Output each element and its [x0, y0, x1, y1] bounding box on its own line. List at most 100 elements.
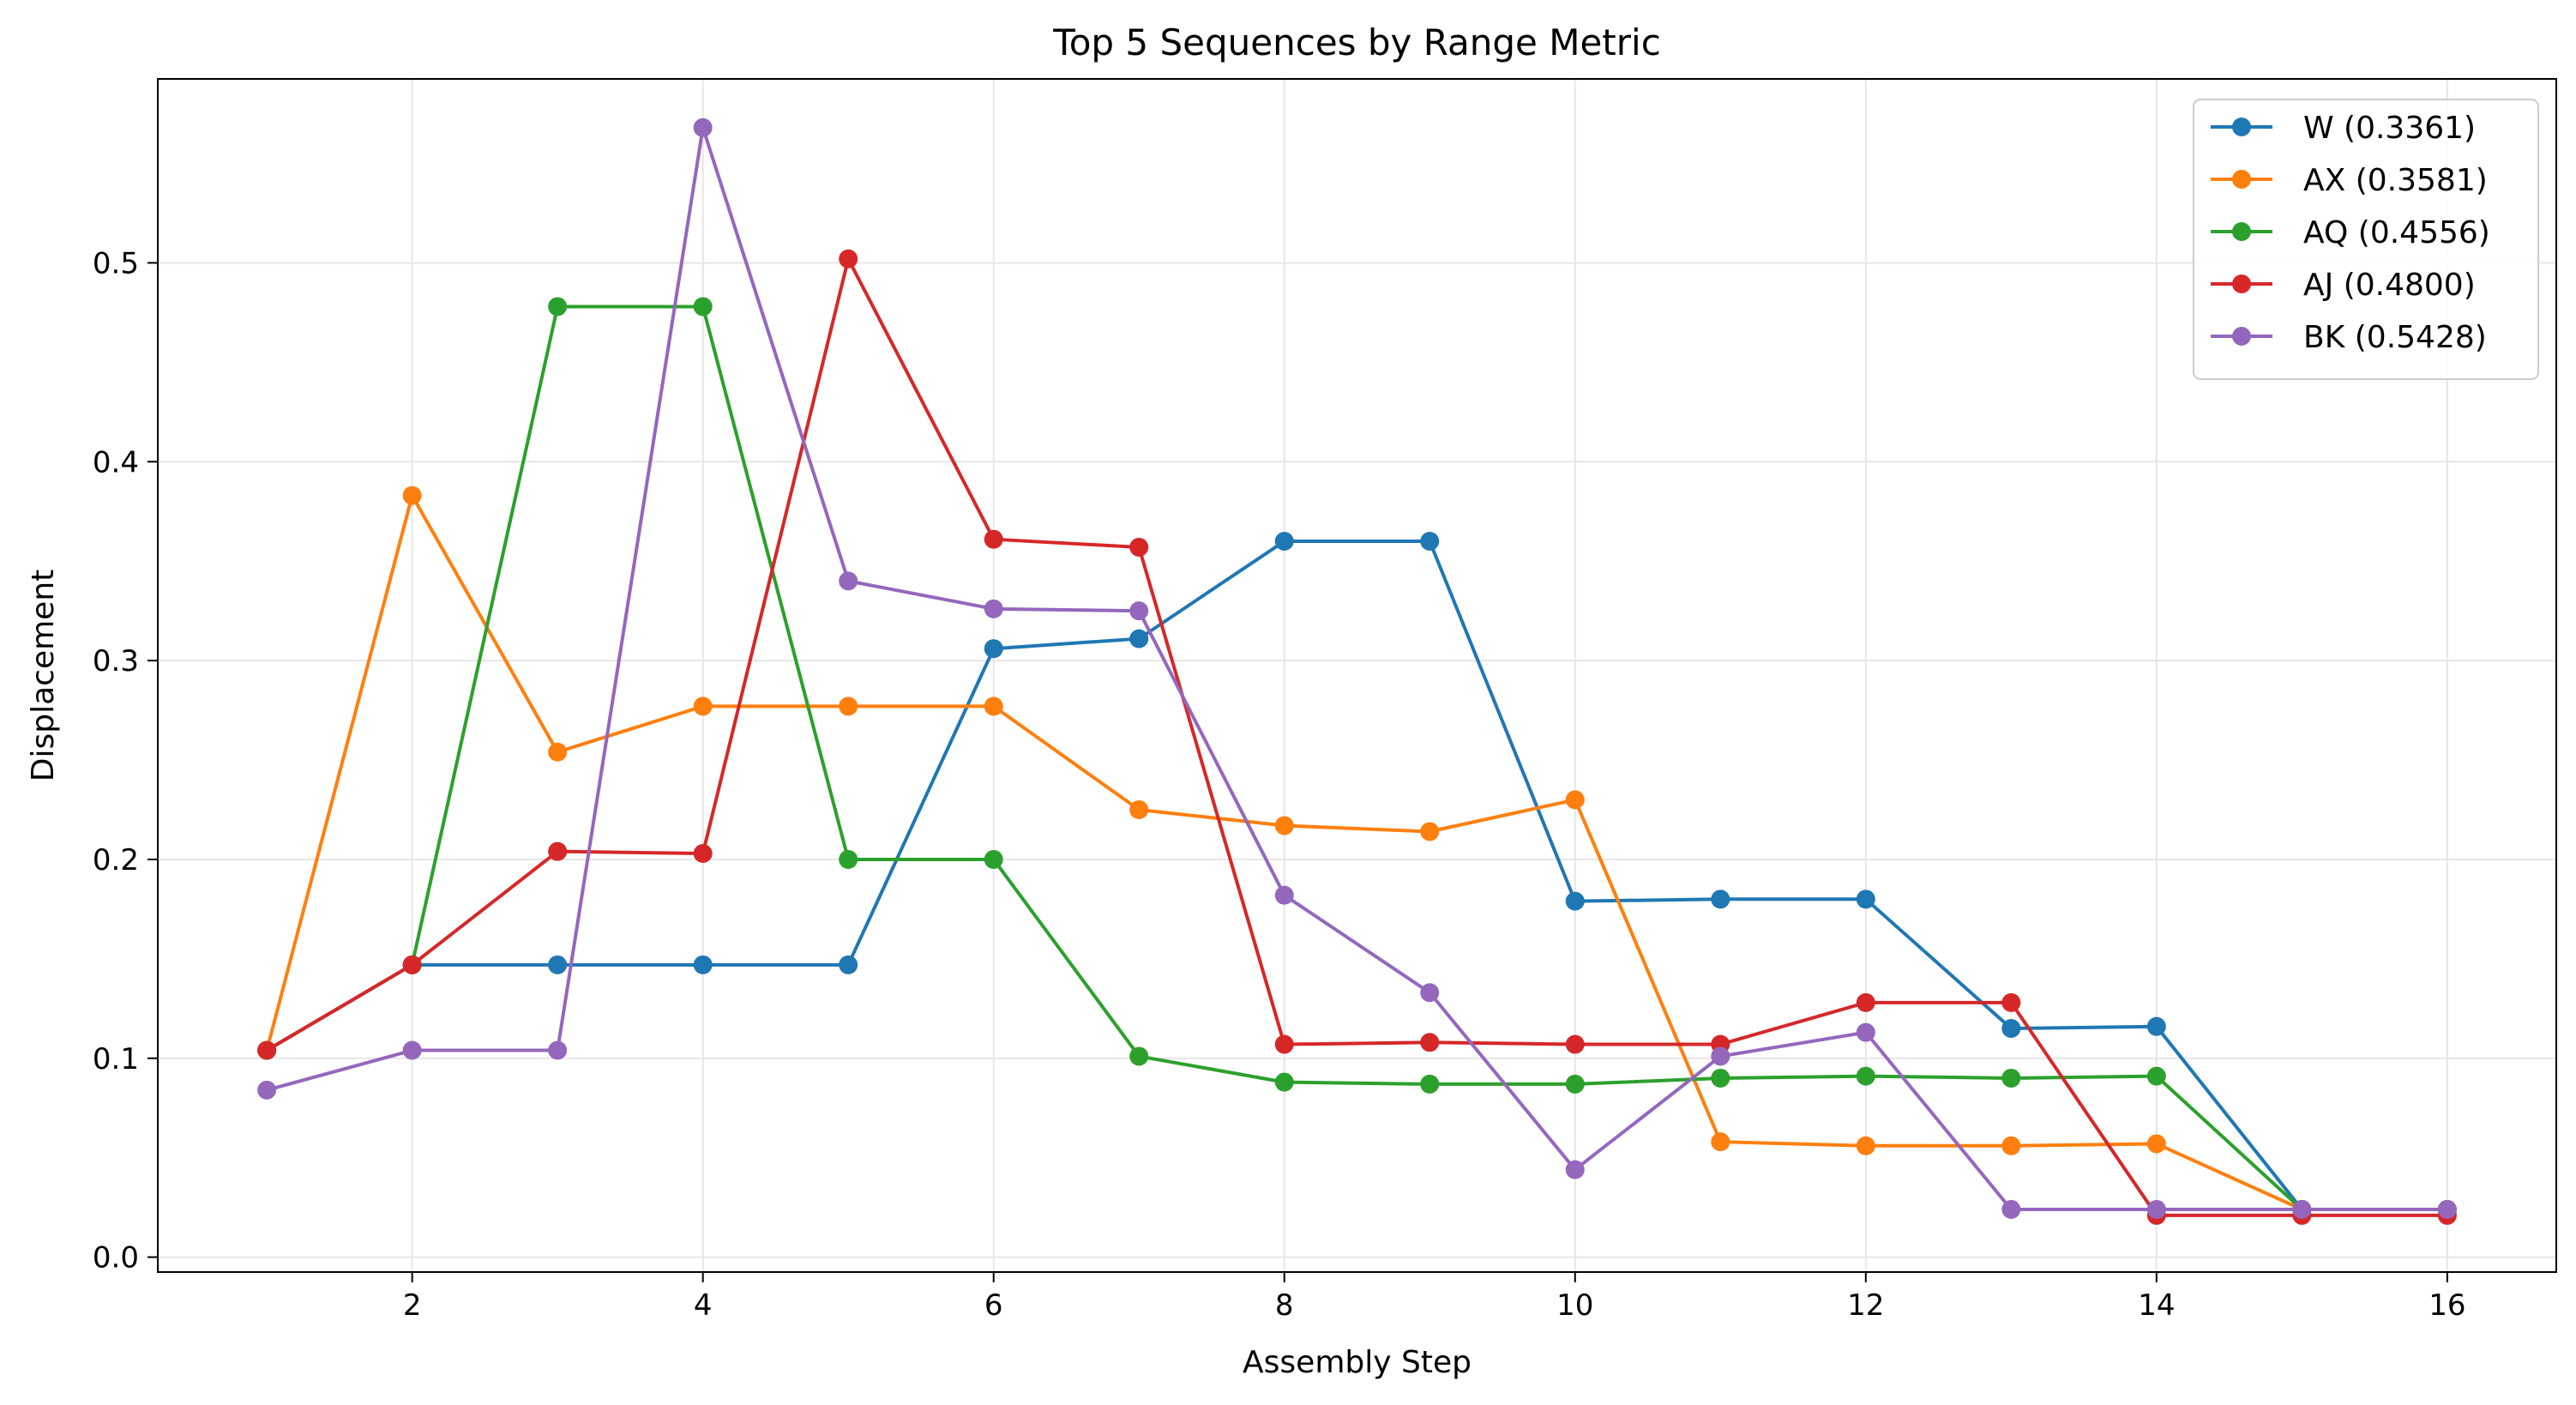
data-point [1420, 983, 1440, 1003]
data-point [1565, 790, 1585, 810]
data-point [693, 843, 713, 863]
data-point [1129, 537, 1149, 557]
data-point [984, 696, 1003, 716]
data-point [1420, 532, 1440, 552]
data-point [2001, 1136, 2021, 1155]
y-tick-label: 0.3 [93, 644, 139, 678]
data-point [2146, 1134, 2166, 1154]
series-line [265, 493, 2447, 1211]
x-tick-label: 14 [2138, 1288, 2175, 1323]
data-point [1856, 889, 1875, 909]
legend-label: W (0.3361) [2303, 111, 2476, 146]
legend-item: AQ (0.4556) [2211, 215, 2490, 250]
data-point [1856, 1136, 1875, 1155]
data-point [548, 1040, 568, 1060]
x-axis: 2 4 6 8 10 12 14 16 [403, 1272, 2465, 1323]
legend-item: BK (0.5428) [2211, 320, 2487, 355]
y-axis-label: Displacement [26, 570, 61, 781]
data-point [1711, 1046, 1730, 1066]
data-point [1565, 1160, 1585, 1179]
legend-label: BK (0.5428) [2303, 320, 2487, 355]
data-point [257, 1080, 277, 1100]
series-line [266, 256, 2447, 1217]
legend-box [2193, 99, 2539, 380]
data-point [548, 297, 568, 317]
series-layer [257, 118, 2457, 1225]
data-point [1274, 1072, 1294, 1092]
data-point [1711, 1132, 1730, 1152]
data-point [402, 485, 422, 505]
data-point [693, 297, 713, 317]
series-3 [257, 297, 2457, 1219]
data-point [1274, 532, 1294, 552]
data-point [2001, 1199, 2021, 1219]
x-tick-label: 16 [2429, 1288, 2465, 1323]
series-line [266, 540, 2447, 1211]
data-point [984, 599, 1003, 618]
data-point [984, 849, 1003, 869]
data-point [693, 955, 713, 974]
legend-marker [2232, 170, 2251, 189]
data-point [1274, 816, 1294, 835]
data-point [2146, 1016, 2166, 1036]
data-point [1856, 1022, 1875, 1042]
data-point [839, 249, 858, 268]
legend: W (0.3361) AX (0.3581) AQ (0.4556) AJ (0.48… [2193, 99, 2539, 380]
data-point [839, 955, 858, 974]
y-tick-label: 0.4 [93, 445, 139, 479]
data-point [1565, 1074, 1585, 1094]
data-point [1274, 885, 1294, 905]
data-point [2437, 1199, 2457, 1219]
data-point [2146, 1066, 2166, 1086]
data-point [1274, 1034, 1294, 1054]
data-point [693, 696, 713, 716]
y-tick-label: 0.1 [93, 1042, 139, 1076]
data-point [1420, 1074, 1440, 1094]
data-point [2292, 1199, 2312, 1219]
data-point [984, 639, 1003, 659]
legend-item: W (0.3361) [2211, 111, 2476, 146]
data-point [839, 849, 858, 869]
x-tick-label: 10 [1556, 1288, 1593, 1323]
series-5 [257, 118, 2457, 1219]
data-point [693, 118, 713, 137]
data-point [1711, 1068, 1730, 1088]
data-point [1856, 992, 1875, 1012]
data-point [2001, 1019, 2021, 1039]
chart-title: Top 5 Sequences by Range Metric [1052, 21, 1661, 63]
data-point [1129, 629, 1149, 648]
data-point [257, 1040, 277, 1060]
x-tick-label: 6 [984, 1288, 1003, 1323]
x-axis-label: Assembly Step [1243, 1345, 1472, 1380]
data-point [1565, 891, 1585, 911]
x-tick-label: 4 [694, 1288, 713, 1323]
data-point [1420, 822, 1440, 841]
plot-frame [157, 78, 2557, 1273]
legend-marker [2232, 118, 2251, 136]
series-line [266, 125, 2447, 1211]
data-point [1129, 601, 1149, 621]
legend-label: AX (0.3581) [2303, 163, 2488, 198]
legend-marker [2232, 222, 2251, 241]
data-point [2001, 992, 2021, 1012]
data-point [1129, 799, 1149, 819]
legend-item: AX (0.3581) [2211, 163, 2488, 198]
data-point [1129, 1046, 1149, 1066]
series-line [266, 305, 2447, 1211]
data-point [402, 955, 422, 974]
data-point [2146, 1199, 2166, 1219]
y-tick-label: 0.0 [93, 1241, 139, 1275]
data-point [2001, 1068, 2021, 1088]
data-point [1711, 889, 1730, 909]
data-point [1420, 1033, 1440, 1052]
data-point [839, 571, 858, 591]
legend-marker [2232, 327, 2251, 346]
x-tick-label: 8 [1275, 1288, 1294, 1323]
x-tick-label: 12 [1847, 1288, 1884, 1323]
legend-label: AQ (0.4556) [2303, 215, 2490, 250]
data-point [402, 1040, 422, 1060]
data-point [548, 955, 568, 974]
legend-item: AJ (0.4800) [2211, 268, 2476, 303]
series-4 [257, 249, 2457, 1225]
